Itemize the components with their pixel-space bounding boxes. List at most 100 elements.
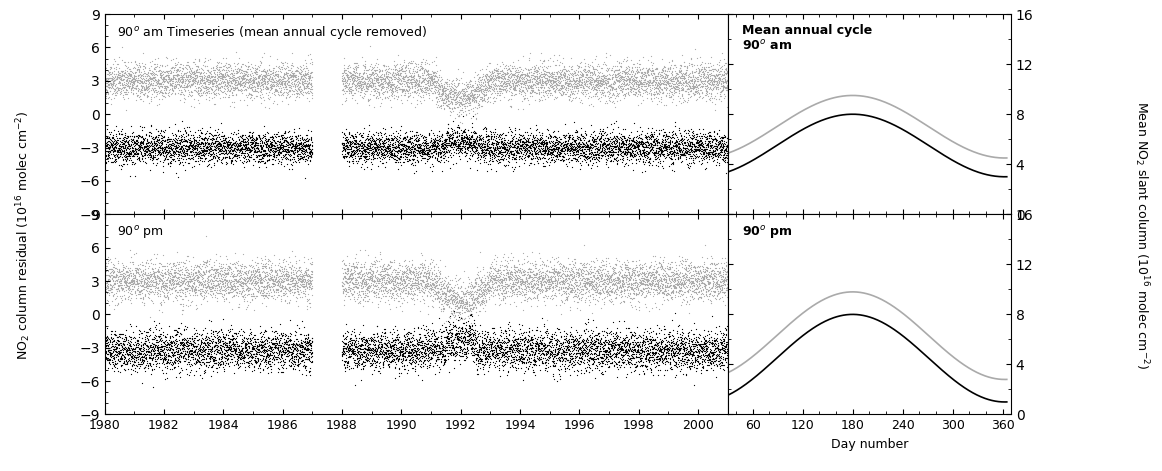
Point [271,142,289,150]
Point [564,143,582,150]
Point [690,69,709,77]
Point [456,91,474,98]
Point [132,258,151,266]
Point [622,281,640,288]
Point [535,140,553,148]
Point [237,75,256,83]
Point [278,284,296,292]
Point [260,292,279,299]
Point [124,144,143,152]
Point [123,278,142,285]
Point [265,348,284,356]
Point [144,145,163,152]
Point [529,150,547,157]
Point [509,88,528,95]
Point [636,133,654,141]
Point [715,264,733,272]
Point [372,99,390,107]
Point [300,276,318,284]
Point [516,83,535,91]
Point [523,277,541,284]
Point [525,350,544,357]
Point [704,154,723,161]
Point [275,69,294,77]
Point [252,256,271,264]
Point [447,333,466,340]
Point [294,139,313,146]
Point [469,298,488,306]
Point [141,143,159,150]
Point [380,147,399,154]
Point [489,88,508,95]
Point [672,360,690,367]
Point [522,268,540,276]
Point [648,352,667,360]
Point [428,342,446,349]
Point [127,69,145,76]
Point [345,147,364,155]
Point [535,277,553,285]
Point [98,255,116,262]
Point [287,297,306,305]
Point [271,143,289,151]
Point [392,138,410,145]
Point [686,135,704,143]
Point [390,343,409,351]
Point [162,154,180,161]
Point [654,290,673,297]
Point [153,74,172,82]
Point [525,289,544,297]
Point [718,360,737,367]
Point [639,138,658,146]
Point [712,358,731,365]
Point [593,274,611,281]
Point [99,356,117,364]
Point [243,137,261,144]
Point [622,328,640,336]
Point [616,148,634,156]
Point [595,348,614,356]
Point [250,132,268,139]
Point [702,360,720,367]
Point [99,267,117,275]
Point [648,135,667,143]
Point [199,152,217,159]
Point [619,283,638,291]
Point [228,142,246,150]
Point [179,271,198,279]
Point [114,351,132,359]
Point [215,278,234,285]
Point [572,369,590,376]
Point [480,337,498,345]
Point [548,275,567,282]
Point [192,282,210,289]
Point [712,134,731,142]
Point [389,339,408,346]
Point [644,144,662,151]
Point [279,276,297,284]
Point [409,79,428,87]
Point [521,92,539,99]
Point [634,76,653,84]
Point [101,284,120,292]
Point [489,354,508,362]
Point [300,367,318,375]
Point [432,82,451,89]
Point [172,349,191,357]
Point [486,150,504,157]
Point [178,353,196,361]
Point [279,133,297,140]
Point [587,140,605,147]
Point [657,290,675,298]
Point [651,81,669,89]
Point [134,267,152,274]
Point [356,153,374,161]
Point [125,271,144,278]
Point [677,147,696,154]
Point [710,138,729,146]
Point [279,155,297,163]
Point [690,348,709,356]
Point [442,93,460,100]
Point [110,53,129,60]
Point [196,363,215,370]
